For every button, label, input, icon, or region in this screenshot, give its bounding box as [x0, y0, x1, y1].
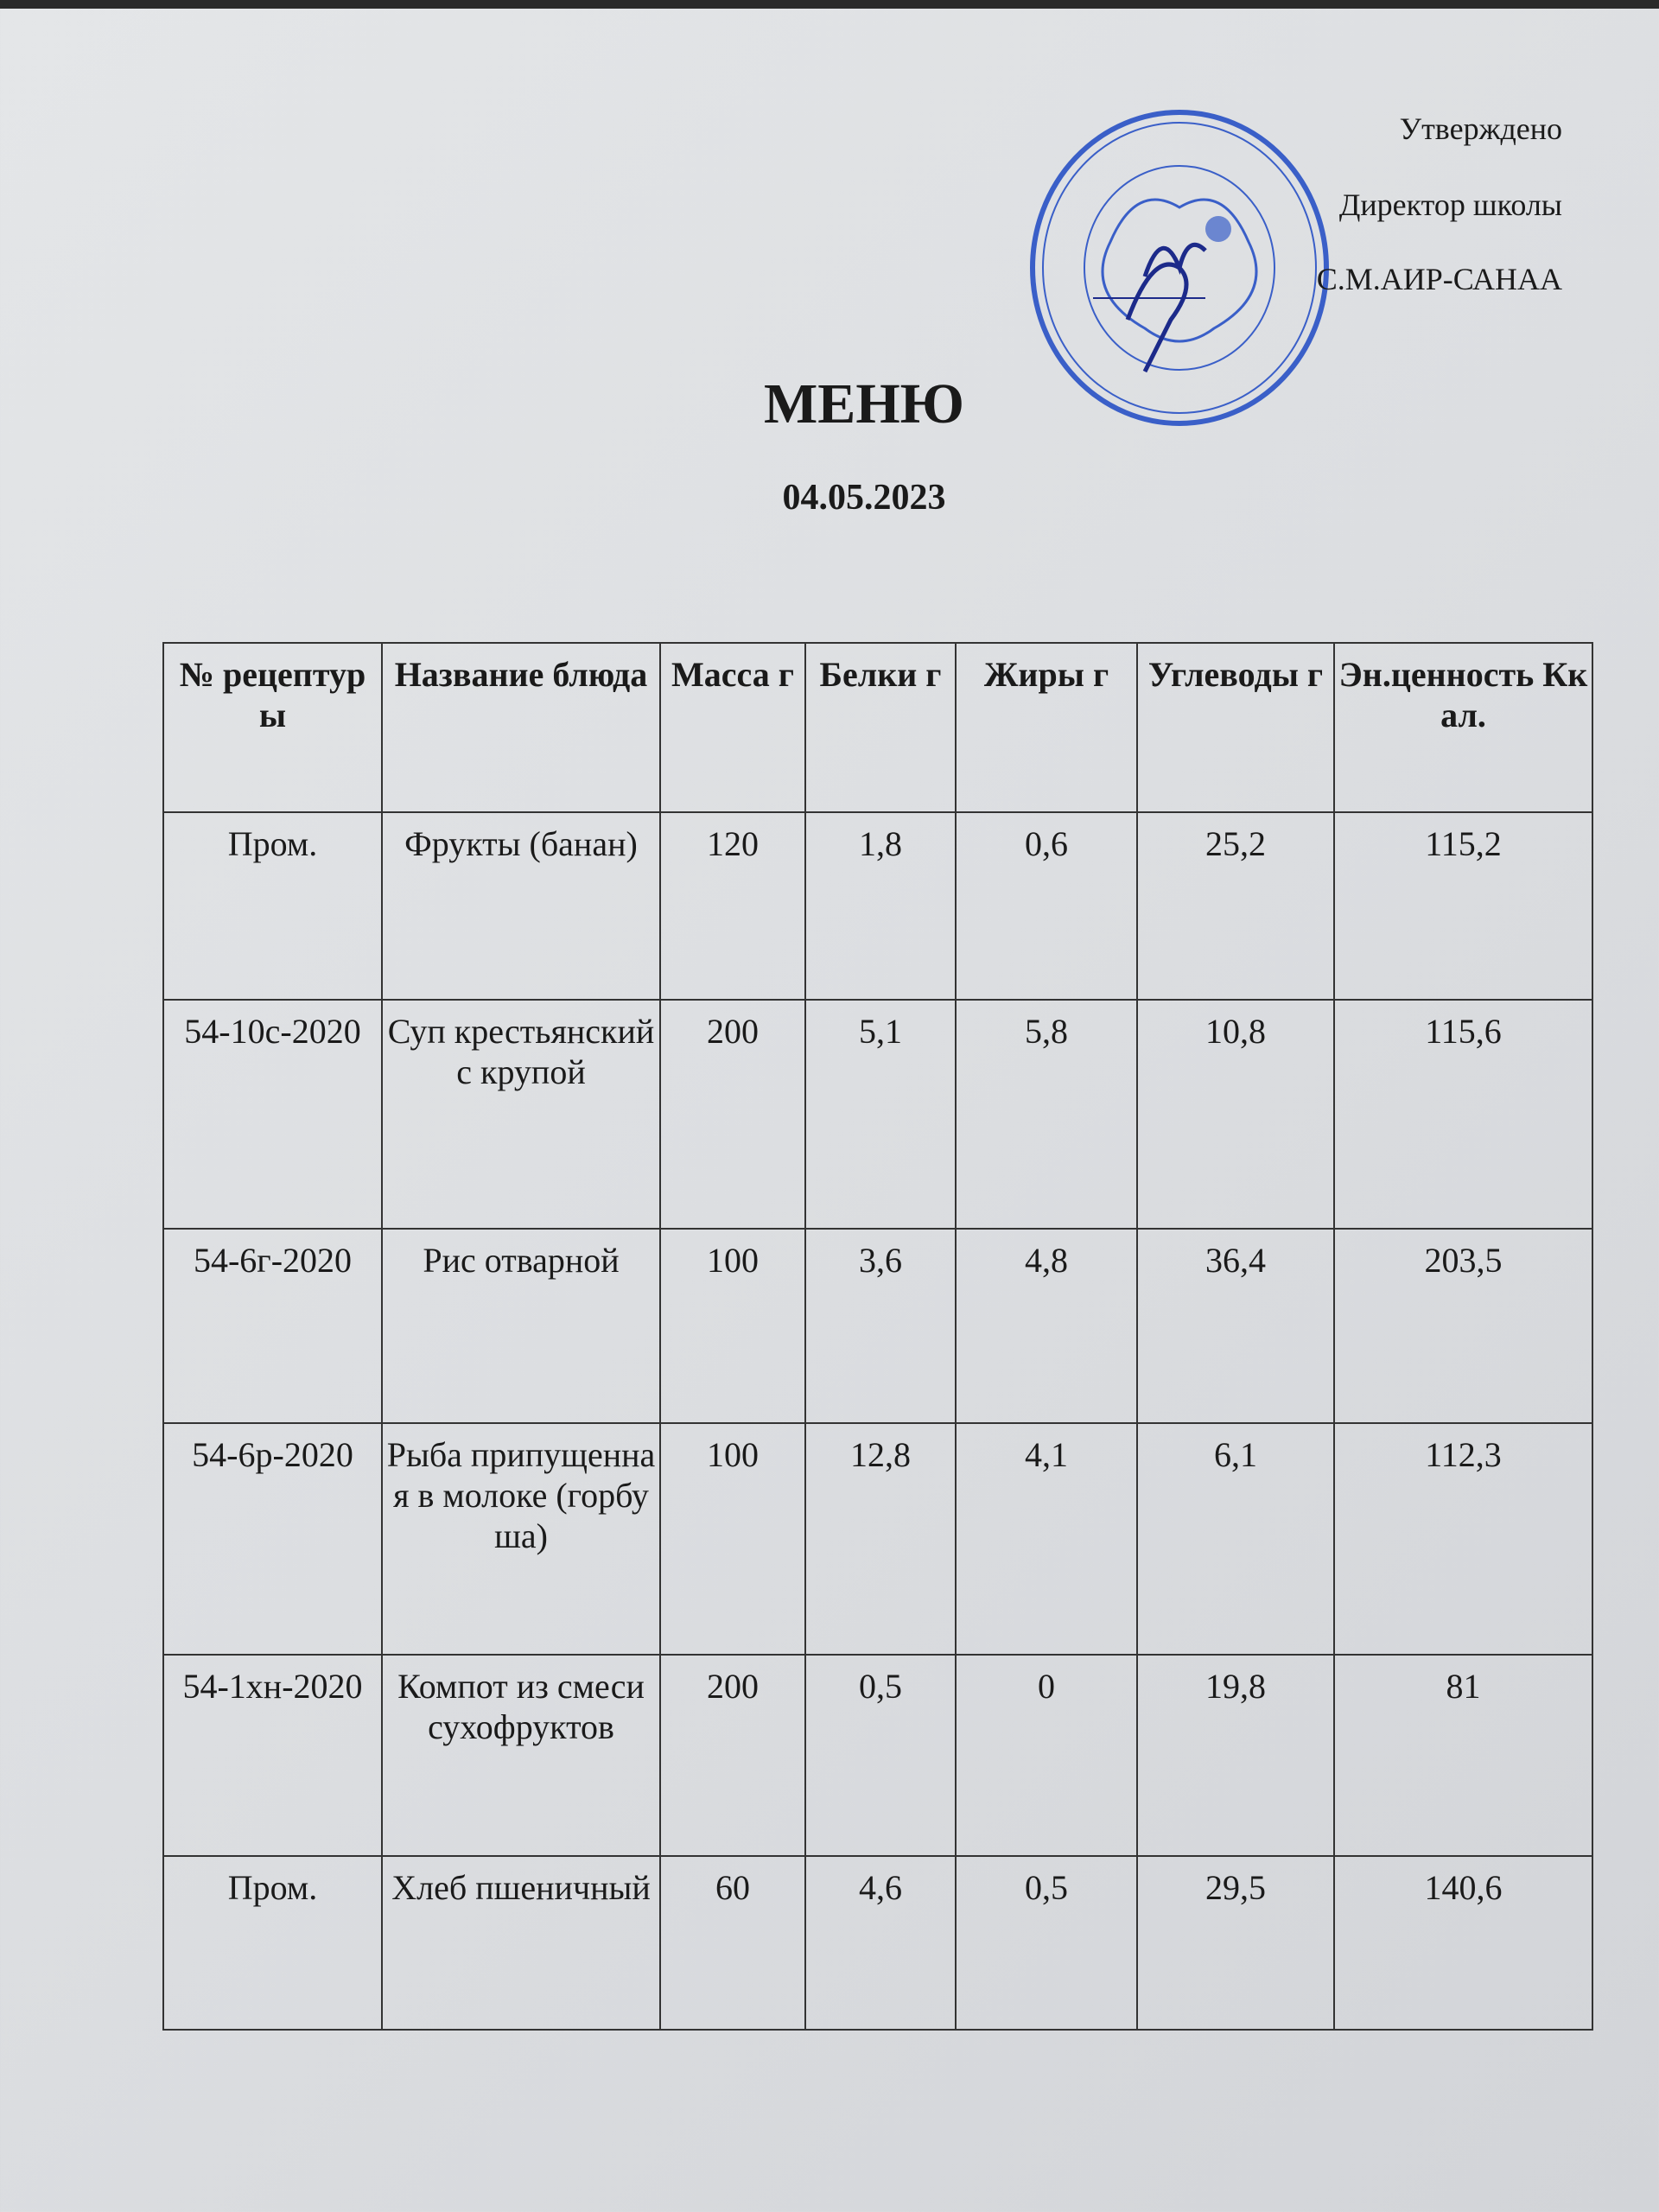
table-row: 54-10с-2020 Суп крестьянский с крупой 200 5…	[162, 999, 1593, 1230]
cell-protein: 1,8	[804, 811, 957, 1001]
cell-recipe-no: Пром.	[162, 811, 383, 1001]
table-row: 54-1хн-2020 Компот из смеси сухофруктов 20…	[162, 1654, 1593, 1857]
cell-carbs: 36,4	[1136, 1228, 1335, 1424]
cell-energy: 140,6	[1333, 1855, 1593, 2031]
cell-dish-name: Фрукты (банан)	[381, 811, 661, 1001]
cell-dish-name: Хлеб пшеничный	[381, 1855, 661, 2031]
cell-protein: 3,6	[804, 1228, 957, 1424]
approved-label: Утверждено	[1399, 111, 1562, 146]
cell-carbs: 6,1	[1136, 1422, 1335, 1656]
cell-protein: 12,8	[804, 1422, 957, 1656]
cell-fat: 0,6	[955, 811, 1138, 1001]
header-fat: Жиры г	[955, 642, 1138, 813]
cell-energy: 203,5	[1333, 1228, 1593, 1424]
cell-energy: 115,2	[1333, 811, 1593, 1001]
director-name: С.М.АИР-САНАА	[1316, 262, 1562, 296]
menu-date: 04.05.2023	[782, 478, 946, 518]
cell-fat: 4,8	[955, 1228, 1138, 1424]
table-row: Пром. Фрукты (банан) 120 1,8 0,6 25,2 115,2	[162, 811, 1593, 1001]
table-row: Пром. Хлеб пшеничный 60 4,6 0,5 29,5 140,6	[162, 1855, 1593, 2031]
table-row: 54-6г-2020 Рис отварной 100 3,6 4,8 36,4 203,5	[162, 1228, 1593, 1424]
cell-energy: 81	[1333, 1654, 1593, 1857]
cell-carbs: 25,2	[1136, 811, 1335, 1001]
cell-energy: 112,3	[1333, 1422, 1593, 1656]
school-stamp-icon	[1030, 110, 1329, 426]
cell-dish-name: Рыба припущенная в молоке (горбуша)	[381, 1422, 661, 1656]
table-header-row: № рецептуры Название блюда Масса г Белки…	[162, 642, 1593, 813]
cell-mass: 200	[659, 999, 806, 1230]
cell-dish-name: Рис отварной	[381, 1228, 661, 1424]
cell-mass: 200	[659, 1654, 806, 1857]
director-title: Директор школы	[1338, 188, 1562, 222]
header-recipe-no: № рецептуры	[162, 642, 383, 813]
cell-mass: 120	[659, 811, 806, 1001]
cell-mass: 100	[659, 1228, 806, 1424]
cell-mass: 60	[659, 1855, 806, 2031]
cell-protein: 0,5	[804, 1654, 957, 1857]
header-carbs: Углеводы г	[1136, 642, 1335, 813]
cell-energy: 115,6	[1333, 999, 1593, 1230]
page-title: МЕНЮ	[764, 372, 964, 435]
cell-carbs: 29,5	[1136, 1855, 1335, 2031]
table-row: 54-6р-2020 Рыба припущенная в молоке (гор…	[162, 1422, 1593, 1656]
cell-mass: 100	[659, 1422, 806, 1656]
cell-dish-name: Компот из смеси сухофруктов	[381, 1654, 661, 1857]
photo-edge	[0, 0, 1659, 9]
cell-protein: 4,6	[804, 1855, 957, 2031]
cell-carbs: 10,8	[1136, 999, 1335, 1230]
header-mass: Масса г	[659, 642, 806, 813]
cell-fat: 5,8	[955, 999, 1138, 1230]
cell-carbs: 19,8	[1136, 1654, 1335, 1857]
cell-recipe-no: Пром.	[162, 1855, 383, 2031]
cell-fat: 0,5	[955, 1855, 1138, 2031]
cell-dish-name: Суп крестьянский с крупой	[381, 999, 661, 1230]
cell-fat: 0	[955, 1654, 1138, 1857]
cell-recipe-no: 54-6р-2020	[162, 1422, 383, 1656]
cell-fat: 4,1	[955, 1422, 1138, 1656]
menu-table: № рецептуры Название блюда Масса г Белки…	[162, 642, 1593, 2031]
header-protein: Белки г	[804, 642, 957, 813]
cell-recipe-no: 54-6г-2020	[162, 1228, 383, 1424]
cell-recipe-no: 54-1хн-2020	[162, 1654, 383, 1857]
cell-recipe-no: 54-10с-2020	[162, 999, 383, 1230]
header-energy: Эн.ценность Ккал.	[1333, 642, 1593, 813]
cell-protein: 5,1	[804, 999, 957, 1230]
header-dish-name: Название блюда	[381, 642, 661, 813]
